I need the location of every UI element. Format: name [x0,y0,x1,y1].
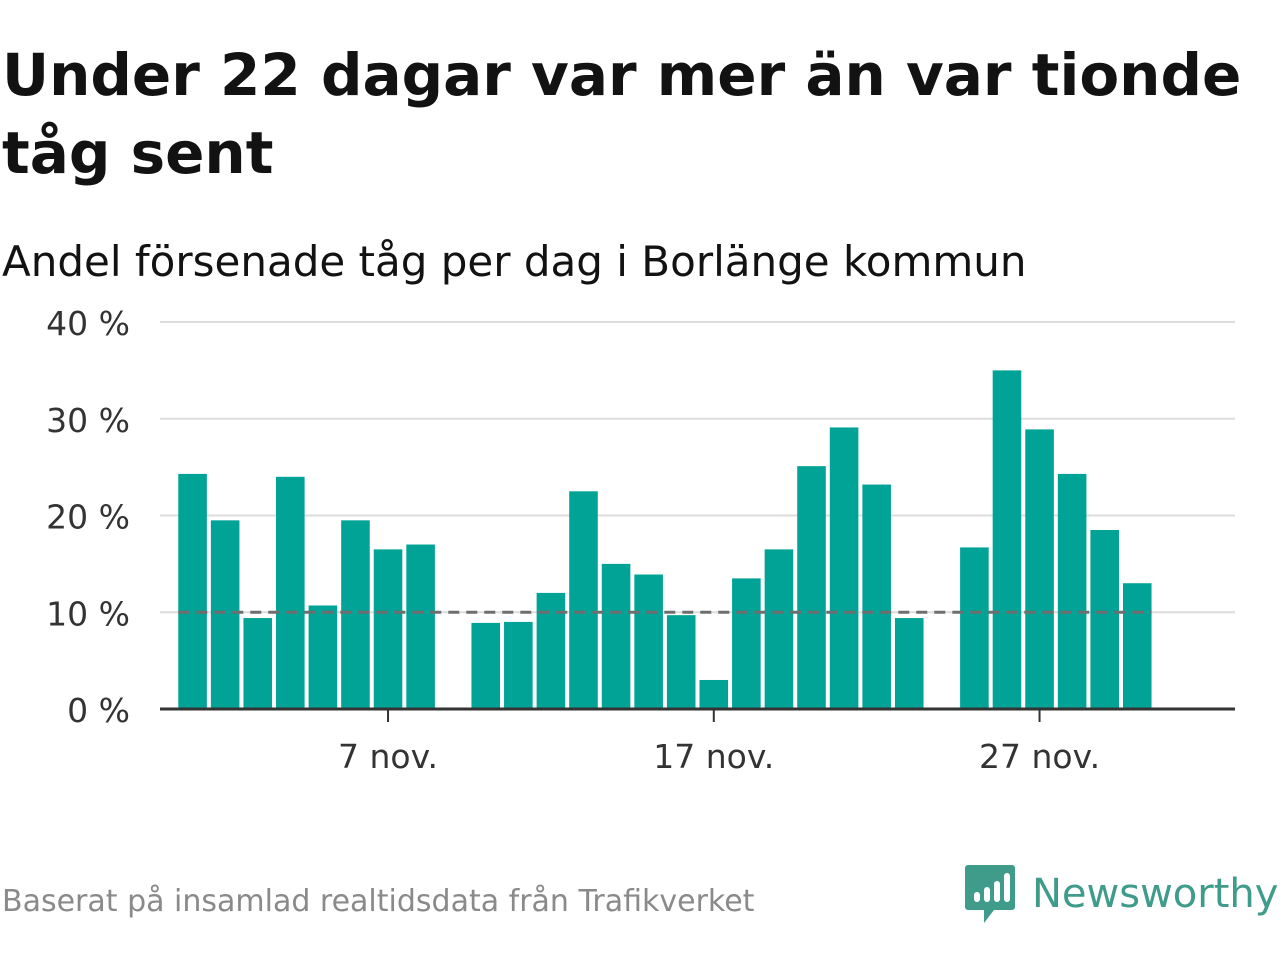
bar [243,618,273,709]
bar [406,544,435,709]
chart-subtitle: Andel försenade tåg per dag i Borlänge k… [2,237,1027,286]
bar [341,520,370,709]
y-tick-label: 0 % [67,691,130,730]
bar [1025,429,1054,709]
bar [732,578,761,709]
bar [1057,473,1087,709]
bar [797,466,826,709]
bar [1122,583,1152,709]
bar [862,484,891,709]
grid-lines [160,321,1235,614]
bar [699,679,729,709]
bar [634,574,663,709]
bar [601,563,631,709]
newsworthy-logo-icon [965,865,1015,923]
bar [276,476,305,709]
y-tick-label: 30 % [46,401,130,440]
bar [666,615,696,709]
bar [992,370,1022,709]
bar [829,427,859,709]
newsworthy-logo-text: Newsworthy [1032,871,1279,917]
newsworthy-logo: Newsworthy [964,862,1278,926]
y-tick-label: 40 % [46,304,130,343]
x-tick-label: 27 nov. [979,737,1100,776]
axes: 0 % 10 % 20 % 30 % 40 % 7 nov. 17 nov. 27 nov. [46,304,1235,776]
bar [471,622,501,709]
bar [536,592,566,709]
bar [308,605,338,709]
bar [960,547,989,709]
y-tick-label: 20 % [46,498,130,537]
bar [1090,530,1119,709]
chart-title: Under 22 dagar var mer än var tionde tåg… [2,41,1242,187]
bar [569,491,598,709]
bar [178,473,207,709]
bar [373,549,403,709]
x-tick-label: 17 nov. [653,737,774,776]
y-tick-label: 10 % [46,594,130,633]
bar [894,618,924,709]
bar [210,520,240,709]
x-tick-label: 7 nov. [338,737,438,776]
bar [764,549,794,709]
source-note: Baserat på insamlad realtidsdata från Tr… [2,884,755,919]
bar [504,621,533,709]
bar-chart: 0 % 10 % 20 % 30 % 40 % 7 nov. 17 nov. 27 nov. [46,304,1235,776]
bars [178,370,1152,709]
